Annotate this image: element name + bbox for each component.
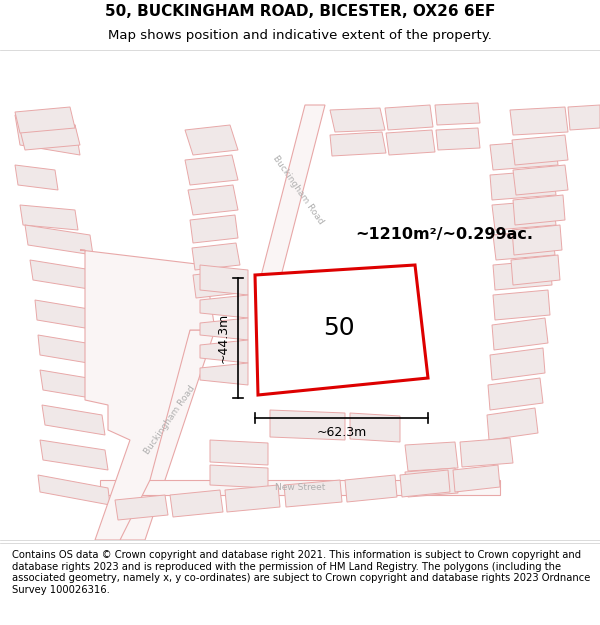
Text: ~44.3m: ~44.3m: [217, 313, 230, 363]
Polygon shape: [405, 442, 458, 471]
Polygon shape: [15, 115, 80, 155]
Polygon shape: [200, 295, 248, 318]
Polygon shape: [386, 130, 435, 155]
Polygon shape: [487, 408, 538, 440]
Polygon shape: [270, 410, 345, 440]
Polygon shape: [492, 200, 556, 230]
Polygon shape: [200, 318, 248, 340]
Polygon shape: [260, 105, 325, 280]
Polygon shape: [435, 103, 480, 125]
Polygon shape: [40, 440, 108, 470]
Polygon shape: [188, 185, 238, 215]
Polygon shape: [190, 215, 238, 243]
Text: 50, BUCKINGHAM ROAD, BICESTER, OX26 6EF: 50, BUCKINGHAM ROAD, BICESTER, OX26 6EF: [105, 4, 495, 19]
Polygon shape: [350, 413, 400, 442]
Polygon shape: [20, 125, 80, 150]
Text: Buckingham Road: Buckingham Road: [271, 154, 325, 226]
Polygon shape: [488, 378, 543, 410]
Polygon shape: [512, 135, 568, 165]
Polygon shape: [255, 265, 428, 395]
Polygon shape: [210, 465, 268, 488]
Polygon shape: [490, 170, 556, 200]
Polygon shape: [200, 340, 248, 363]
Polygon shape: [20, 205, 78, 230]
Polygon shape: [405, 468, 458, 497]
Polygon shape: [453, 465, 500, 492]
Polygon shape: [513, 165, 568, 195]
Polygon shape: [25, 225, 93, 255]
Polygon shape: [385, 105, 433, 130]
Polygon shape: [80, 250, 215, 540]
Polygon shape: [460, 438, 513, 467]
Polygon shape: [42, 405, 105, 435]
Polygon shape: [225, 485, 280, 512]
Polygon shape: [436, 128, 480, 150]
Text: Map shows position and indicative extent of the property.: Map shows position and indicative extent…: [108, 29, 492, 42]
Polygon shape: [210, 440, 268, 465]
Polygon shape: [193, 270, 240, 298]
Polygon shape: [510, 107, 568, 135]
Polygon shape: [492, 318, 548, 350]
Polygon shape: [40, 370, 103, 400]
Polygon shape: [15, 165, 58, 190]
Polygon shape: [330, 132, 386, 156]
Polygon shape: [400, 470, 450, 497]
Text: ~62.3m: ~62.3m: [316, 426, 367, 439]
Polygon shape: [38, 335, 100, 365]
Polygon shape: [493, 230, 555, 260]
Text: Buckingham Road: Buckingham Road: [143, 384, 197, 456]
Polygon shape: [493, 290, 550, 320]
Polygon shape: [284, 480, 342, 507]
Polygon shape: [200, 265, 248, 295]
Polygon shape: [512, 225, 562, 255]
Text: New Street: New Street: [275, 482, 325, 491]
Polygon shape: [493, 260, 552, 290]
Polygon shape: [192, 243, 240, 270]
Polygon shape: [511, 255, 560, 285]
Text: Contains OS data © Crown copyright and database right 2021. This information is : Contains OS data © Crown copyright and d…: [12, 550, 590, 595]
Polygon shape: [490, 140, 558, 170]
Polygon shape: [185, 125, 238, 155]
Polygon shape: [38, 475, 110, 505]
Polygon shape: [120, 330, 215, 540]
Polygon shape: [330, 108, 385, 132]
Polygon shape: [345, 475, 397, 502]
Polygon shape: [490, 348, 545, 380]
Polygon shape: [35, 300, 97, 330]
Polygon shape: [513, 195, 565, 225]
Polygon shape: [200, 363, 248, 385]
Polygon shape: [185, 155, 238, 185]
Polygon shape: [115, 495, 168, 520]
Polygon shape: [100, 480, 500, 495]
Text: 50: 50: [323, 316, 355, 340]
Polygon shape: [15, 107, 75, 133]
Text: ~1210m²/~0.299ac.: ~1210m²/~0.299ac.: [355, 228, 533, 242]
Polygon shape: [30, 260, 95, 290]
Polygon shape: [568, 105, 600, 130]
Polygon shape: [170, 490, 223, 517]
